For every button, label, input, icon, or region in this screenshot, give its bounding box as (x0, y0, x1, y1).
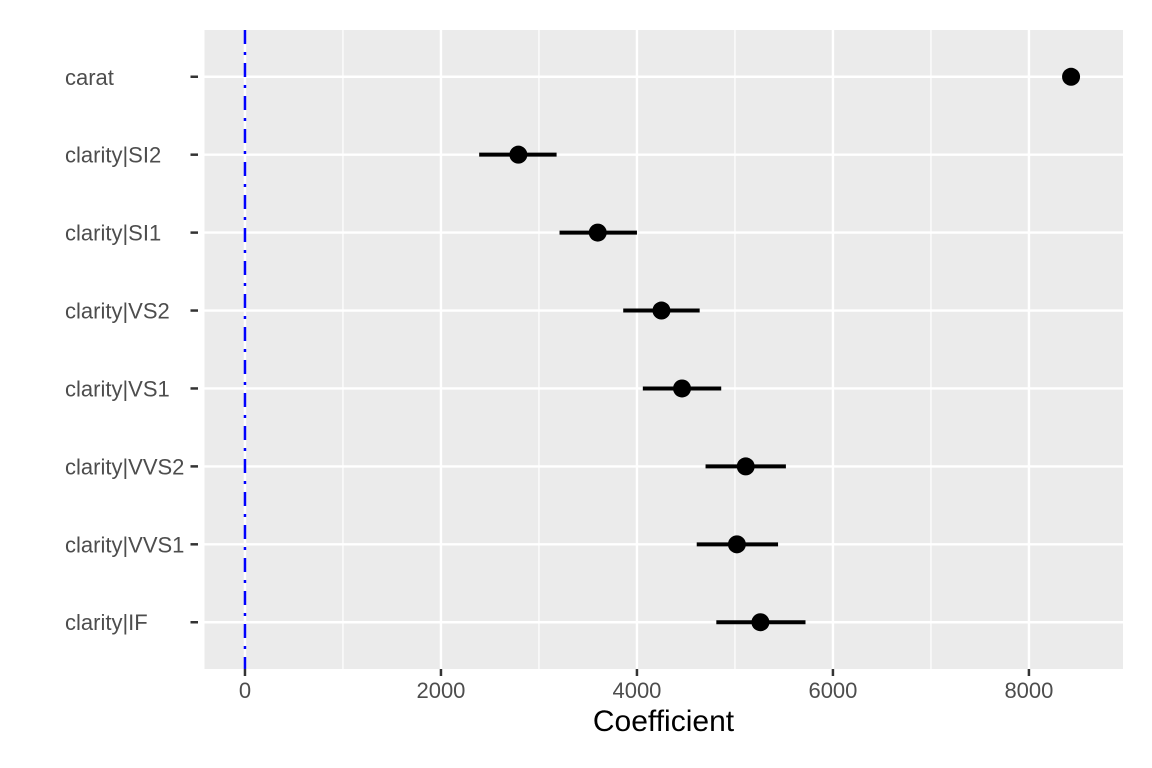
x-tick-label: 0 (239, 678, 251, 703)
estimate-point (751, 613, 770, 632)
estimate-point (727, 535, 746, 554)
y-tick-label: clarity|SI2 (65, 143, 161, 168)
panel-background (204, 30, 1123, 669)
x-tick-label: 2000 (416, 678, 465, 703)
y-tick-label: clarity|VVS2 (65, 454, 184, 479)
x-tick-label: 8000 (1004, 678, 1053, 703)
y-tick-label: clarity|VVS1 (65, 532, 184, 557)
estimate-point (509, 145, 528, 164)
x-tick-label: 6000 (808, 678, 857, 703)
estimate-point (652, 301, 671, 320)
estimate-point (588, 223, 607, 242)
x-tick-label: 4000 (612, 678, 661, 703)
y-tick-label: clarity|IF (65, 610, 148, 635)
estimate-point (736, 457, 755, 476)
y-tick-label: carat (65, 65, 114, 90)
y-tick-label: clarity|SI1 (65, 221, 161, 246)
y-tick-label: clarity|VS1 (65, 376, 170, 401)
estimate-point (673, 379, 692, 398)
y-tick-label: clarity|VS2 (65, 299, 170, 324)
estimate-point (1062, 67, 1081, 86)
x-axis-title: Coefficient (592, 705, 735, 738)
